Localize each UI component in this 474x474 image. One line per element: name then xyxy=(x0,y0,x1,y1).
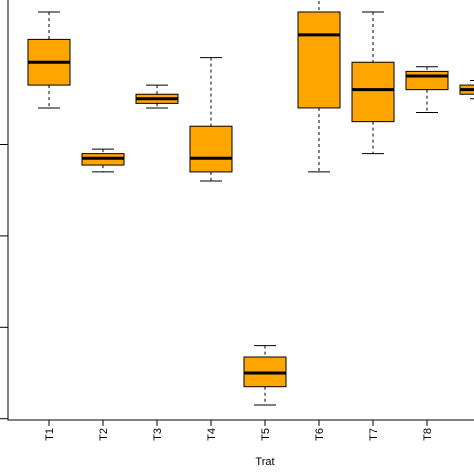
x-tick-label-t2: T2 xyxy=(98,428,110,441)
box-t7 xyxy=(351,61,395,123)
x-tick-label-t8: T8 xyxy=(422,428,434,441)
x-tick-label-t5: T5 xyxy=(260,428,272,441)
plot-area: T1T2T3T4T5T6T7T8T9 xyxy=(0,0,474,441)
x-tick-label-t3: T3 xyxy=(152,428,164,441)
x-tick-label-t4: T4 xyxy=(206,428,218,441)
plot-frame xyxy=(7,0,474,421)
box-t4 xyxy=(189,125,233,173)
x-tick-label-t7: T7 xyxy=(368,428,380,441)
x-tick-label-t1: T1 xyxy=(44,428,56,441)
x-axis-label: Trat xyxy=(255,456,274,468)
box-t6 xyxy=(297,11,341,109)
box-t8 xyxy=(405,70,449,91)
x-tick-label-t6: T6 xyxy=(314,428,326,441)
